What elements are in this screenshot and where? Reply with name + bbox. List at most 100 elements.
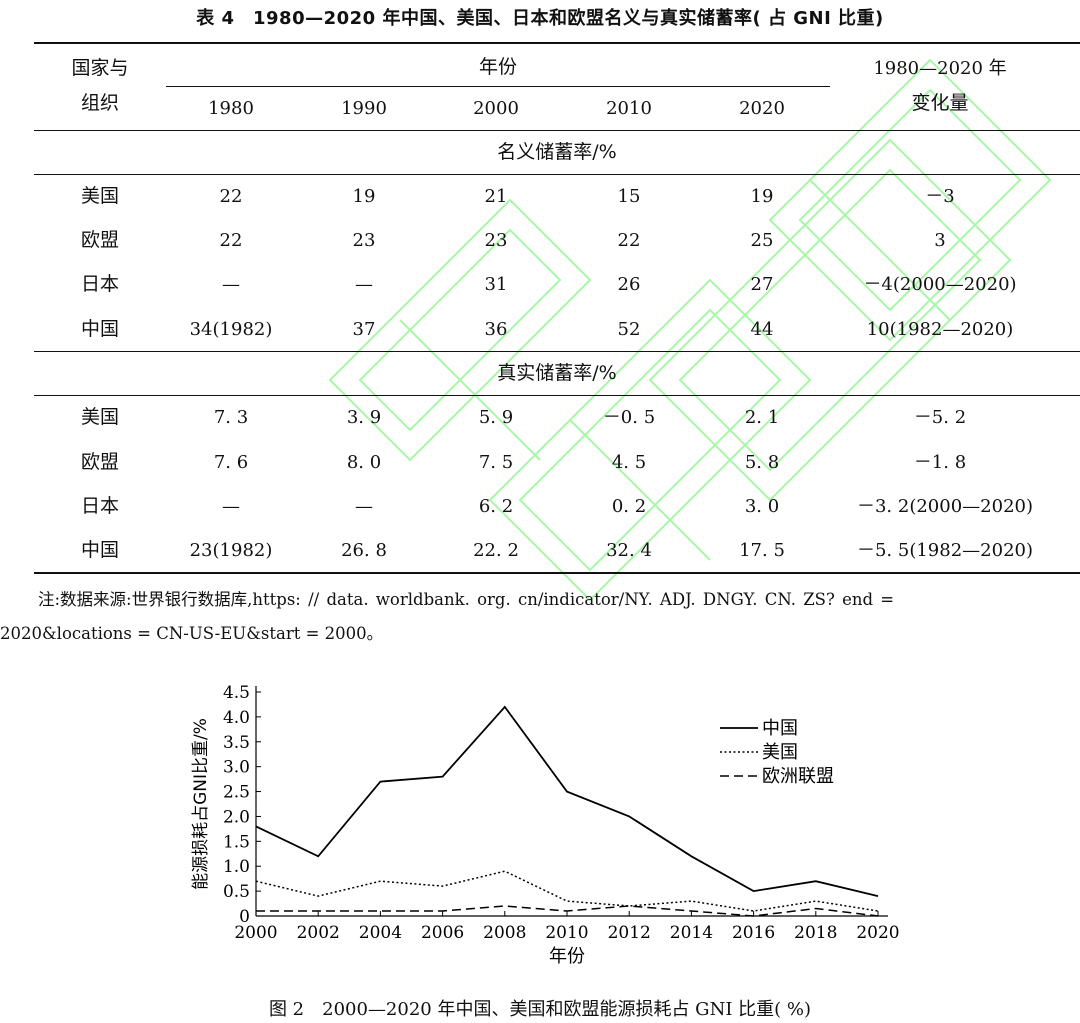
table-cell: 23(1982) [189,540,273,561]
header-sub-rule [166,86,830,87]
table-cell: 36 [484,319,508,340]
y-tick-label: 0.5 [223,882,250,902]
y-axis-label: 能源损耗占GNI比重/% [191,718,211,890]
y-tick-label: 4.0 [223,708,250,728]
row-label: 美国 [80,185,119,207]
table-cell: 22 [219,186,243,207]
table-cell: 6. 2 [478,496,514,517]
header-years-group: 年份 [478,56,517,78]
table-bottom-rule [34,572,1080,574]
x-tick-label: 2000 [234,923,277,943]
table-cell: — [222,274,240,295]
table-title: 表 4 1980—2020 年中国、美国、日本和欧盟名义与真实储蓄率( 占 GN… [196,8,884,29]
series-line-2 [255,870,879,912]
table-cell: 22 [617,230,641,251]
table-cell: 23 [352,230,376,251]
figure-caption: 图 2 2000—2020 年中国、美国和欧盟能源损耗占 GNI 比重( %) [268,999,812,1020]
x-tick-label: 2004 [359,923,402,943]
header-country-line1: 国家与 [71,57,129,79]
header-change-line2: 变化量 [911,92,969,114]
legend-entry: 欧洲联盟 [762,766,834,787]
y-tick-label: 1.0 [223,857,250,877]
header-year-1990: 1990 [341,98,387,119]
source-note-line2: 2020&locations = CN-US-EU&start = 2000。 [0,624,384,643]
y-tick-label: 3.0 [223,758,250,778]
header-year-2010: 2010 [606,98,652,119]
section-label-real: 真实储蓄率/% [497,362,617,384]
table-top-rule [34,42,1080,44]
legend-entry: 美国 [762,742,798,763]
table-cell: 7. 5 [478,452,514,473]
table-cell: 19 [352,186,376,207]
table-cell: 52 [617,319,641,340]
x-tick-label: 2014 [670,923,713,943]
table-cell: — [222,496,240,517]
x-tick-label: 2010 [545,923,588,943]
table-cell: 15 [617,186,641,207]
table-cell: 22 [219,230,243,251]
row-label: 欧盟 [80,451,119,473]
x-tick-label: 2008 [483,923,526,943]
header-country-line2: 组织 [80,92,119,114]
table-cell: 32. 4 [606,540,652,561]
table-cell: 31 [484,274,508,295]
row-label: 日本 [80,495,119,517]
table-cell: 0. 2 [611,496,647,517]
table-cell: 2. 1 [744,407,780,428]
section1-rule [34,174,1080,175]
header-year-2020: 2020 [739,98,785,119]
table-cell-change: －4(2000—2020) [863,274,1017,295]
header-change-line1: 1980—2020 年 [873,58,1007,79]
table-cell-change: 3 [934,230,946,251]
table-cell: 4. 5 [611,452,647,473]
row-label: 日本 [80,273,119,295]
table-cell-change: 10(1982—2020) [866,319,1014,340]
table-cell: — [355,274,373,295]
header-bottom-rule [34,130,1080,131]
energy-depletion-line-chart: 0 0.5 1.0 1.5 2.0 2.5 3.0 3.5 4.0 4.5 2000 2002 2004… [191,683,900,967]
table-cell: 3. 9 [346,407,382,428]
table-cell: — [355,496,373,517]
section2-rule [34,395,1080,396]
x-axis-label: 年份 [549,946,585,967]
table-cell: －0. 5 [602,407,656,428]
table-cell: 8. 0 [346,452,382,473]
header-year-2000: 2000 [473,98,519,119]
y-tick-label: 4.5 [223,683,250,703]
row-label: 欧盟 [80,229,119,251]
y-tick-label: 0 [239,907,250,927]
x-tick-label: 2020 [856,923,899,943]
header-year-1980: 1980 [208,98,254,119]
x-tick-label: 2002 [297,923,340,943]
table-cell: 5. 8 [744,452,780,473]
table-cell: 5. 9 [478,407,514,428]
section-divider-rule [34,351,1080,352]
source-note-line1: 注:数据来源:世界银行数据库,https: // data. worldbank… [38,590,895,609]
table-cell-change: －5. 2 [913,407,967,428]
row-label: 中国 [80,539,119,561]
section-label-nominal: 名义储蓄率/% [497,141,617,163]
series-line-3 [256,905,879,917]
x-tick-label: 2012 [608,923,651,943]
table-cell: 44 [750,319,774,340]
table-cell: 25 [750,230,774,251]
x-tick-label: 2016 [732,923,775,943]
table-cell: 7. 3 [213,407,249,428]
table-cell-change: －3. 2(2000—2020) [856,496,1033,517]
y-tick-label: 1.5 [223,832,250,852]
table-cell: 26 [617,274,641,295]
table-cell-change: －1. 8 [913,452,967,473]
table-cell: 27 [750,274,774,295]
x-tick-label: 2006 [421,923,464,943]
row-label: 美国 [80,406,119,428]
table-cell: 23 [484,230,508,251]
legend-entry: 中国 [762,718,798,739]
x-tick-label: 2018 [794,923,837,943]
y-tick-label: 3.5 [223,733,250,753]
row-label: 中国 [80,318,119,340]
table-cell: 22. 2 [473,540,519,561]
table-cell: 3. 0 [744,496,780,517]
table-cell-change: －3 [925,186,955,207]
table-cell: 19 [750,186,774,207]
table-cell: 21 [484,186,508,207]
